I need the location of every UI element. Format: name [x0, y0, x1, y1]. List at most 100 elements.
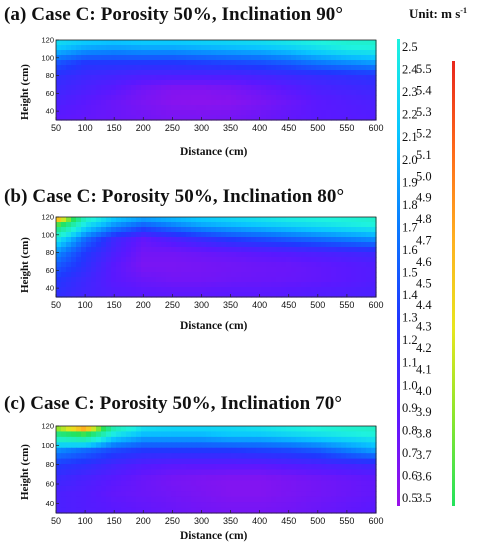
heatmap-cell [246, 40, 252, 46]
heatmap-cell [296, 217, 302, 223]
heatmap-cell [236, 426, 242, 433]
heatmap-cell [351, 70, 357, 76]
heatmap-cell [131, 282, 137, 288]
heatmap-cell [231, 95, 237, 101]
heatmap-cell [66, 222, 72, 228]
heatmap-cell [331, 55, 337, 61]
heatmap-cell [316, 45, 322, 51]
heatmap-cell [256, 474, 262, 481]
heatmap-cell [206, 80, 212, 86]
panel-c-xlabel: Distance (cm) [180, 530, 248, 542]
heatmap-cell [116, 458, 122, 465]
heatmap-cell [256, 272, 262, 278]
heatmap-cell [81, 458, 87, 465]
heatmap-cell [71, 453, 77, 460]
heatmap-cell [231, 115, 237, 121]
heatmap-cell [56, 247, 62, 253]
heatmap-cell [201, 85, 207, 91]
heatmap-cell [131, 217, 137, 223]
heatmap-cell [291, 469, 297, 476]
heatmap-cell [121, 222, 127, 228]
heatmap-cell [306, 272, 312, 278]
heatmap-cell [136, 65, 142, 71]
heatmap-cell [106, 474, 112, 481]
heatmap-cell [251, 217, 257, 223]
heatmap-cell [271, 232, 277, 238]
heatmap-cell [66, 257, 72, 263]
heatmap-cell [316, 485, 322, 492]
heatmap-cell [96, 277, 102, 283]
heatmap-cell [271, 496, 277, 503]
heatmap-cell [106, 447, 112, 454]
heatmap-cell [96, 292, 102, 298]
heatmap-cell [191, 502, 197, 509]
heatmap-cell [161, 447, 167, 454]
heatmap-cell [91, 105, 97, 111]
heatmap-cell [281, 252, 287, 258]
heatmap-cell [341, 507, 347, 514]
heatmap-cell [106, 232, 112, 238]
heatmap-cell [301, 287, 307, 293]
heatmap-cell [336, 55, 342, 61]
heatmap-cell [71, 464, 77, 471]
heatmap-cell [191, 45, 197, 51]
heatmap-cell [101, 480, 107, 487]
heatmap-cell [236, 100, 242, 106]
heatmap-cell [146, 257, 152, 263]
heatmap-cell [356, 507, 362, 514]
heatmap-cell [86, 257, 92, 263]
heatmap-cell [216, 242, 222, 248]
heatmap-cell [301, 272, 307, 278]
heatmap-cell [66, 436, 72, 443]
heatmap-cell [301, 227, 307, 233]
heatmap-cell [61, 237, 67, 243]
heatmap-cell [366, 70, 372, 76]
heatmap-cells-b [56, 217, 377, 298]
heatmap-cell [176, 227, 182, 233]
heatmap-cell [236, 277, 242, 283]
heatmap-cell [76, 502, 82, 509]
heatmap-cell [256, 217, 262, 223]
heatmap-cell [136, 247, 142, 253]
heatmap-cell [61, 257, 67, 263]
heatmap-cell [116, 474, 122, 481]
heatmap-cell [181, 217, 187, 223]
heatmap-cell [61, 292, 67, 298]
heatmap-cell [371, 252, 377, 258]
heatmap-cell [271, 222, 277, 228]
heatmap-cell [361, 292, 367, 298]
heatmap-cell [206, 227, 212, 233]
heatmap-cell [271, 502, 277, 509]
heatmap-cell [281, 95, 287, 101]
heatmap-cell [271, 282, 277, 288]
heatmap-cell [151, 496, 157, 503]
heatmap-cell [226, 105, 232, 111]
heatmap-cell [221, 426, 227, 433]
heatmap-cell [171, 431, 177, 438]
heatmap-cell [191, 115, 197, 121]
heatmap-cell [86, 453, 92, 460]
heatmap-cell [276, 287, 282, 293]
heatmap-cell [76, 227, 82, 233]
heatmap-cell [361, 287, 367, 293]
heatmap-cell [361, 70, 367, 76]
heatmap-cell [261, 100, 267, 106]
heatmap-cell [331, 70, 337, 76]
heatmap-cell [306, 95, 312, 101]
heatmap-cell [241, 45, 247, 51]
heatmap-cell [211, 75, 217, 81]
heatmap-cell [281, 232, 287, 238]
heatmap-cell [231, 227, 237, 233]
heatmap-cell [156, 485, 162, 492]
heatmap-cell [356, 95, 362, 101]
heatmap-cell [136, 80, 142, 86]
heatmap-cell [96, 447, 102, 454]
heatmap-cell [246, 227, 252, 233]
heatmap-cell [206, 458, 212, 465]
heatmap-cell [341, 242, 347, 248]
heatmap-cell [66, 232, 72, 238]
heatmap-cell [141, 272, 147, 278]
heatmap-cell [156, 55, 162, 61]
heatmap-cell [276, 70, 282, 76]
heatmap-cell [301, 40, 307, 46]
